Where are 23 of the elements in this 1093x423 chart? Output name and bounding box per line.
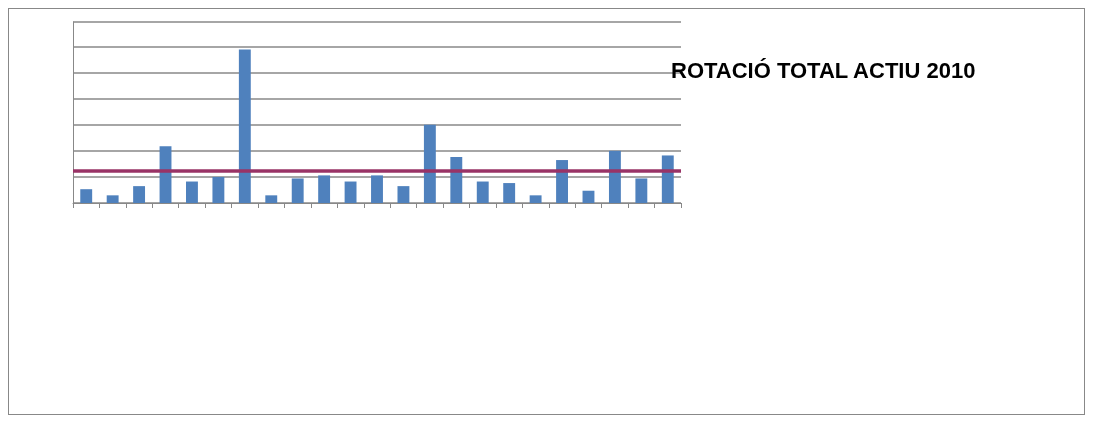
bar [238,49,251,203]
bar [265,195,278,203]
bar [450,156,463,203]
bar [344,181,357,203]
bar [503,183,516,203]
bar [133,186,146,203]
bar [529,195,542,203]
text: ROTACIÓ TOTAL ACTIU 2010 [671,57,976,83]
bar [635,178,648,203]
bar [661,155,674,203]
bar [582,190,595,203]
bar [318,175,331,203]
bar [186,181,198,203]
bar [476,181,489,203]
bar [608,150,621,203]
bar [291,178,304,203]
bar [397,186,410,203]
bar [106,195,119,203]
bar [80,189,93,203]
bar [212,176,225,203]
bar [423,124,436,203]
bar [556,160,568,203]
bar [371,175,383,203]
